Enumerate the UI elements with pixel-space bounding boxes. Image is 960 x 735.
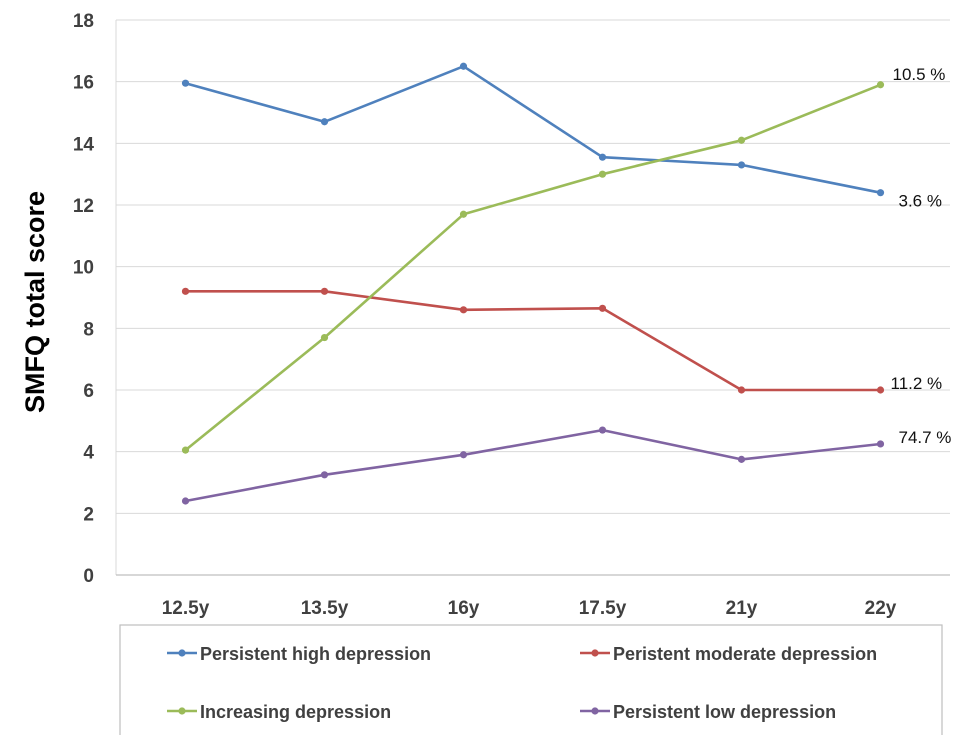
legend-box — [119, 624, 943, 735]
legend-swatch-marker — [591, 649, 599, 657]
data-point — [320, 471, 329, 479]
data-point — [876, 81, 885, 89]
end-label: 11.2 % — [891, 374, 943, 393]
data-point — [876, 189, 885, 197]
legend-label: Persistent low depression — [613, 702, 836, 722]
series-lines — [181, 62, 885, 505]
y-axis-ticks: 0 2 4 6 8 10 12 14 16 18 — [73, 11, 95, 587]
x-tick-label: 13.5y — [301, 598, 349, 619]
y-tick-label: 18 — [73, 11, 94, 32]
series-peristent-moderate-depression — [181, 287, 885, 394]
data-point — [320, 287, 329, 295]
legend-label: Increasing depression — [200, 702, 391, 722]
data-point — [181, 287, 190, 295]
data-point — [876, 386, 885, 394]
y-tick-label: 10 — [73, 258, 94, 279]
data-point — [876, 440, 885, 448]
x-tick-label: 22y — [865, 598, 897, 619]
x-tick-label: 17.5y — [579, 598, 627, 619]
x-tick-label: 16y — [448, 598, 480, 619]
data-point — [459, 451, 468, 459]
series-line — [185, 289, 881, 392]
legend-swatch-marker — [178, 649, 186, 657]
y-tick-label: 8 — [83, 319, 94, 340]
series-increasing-depression — [181, 81, 885, 454]
end-label: 3.6 % — [899, 192, 942, 211]
series-line — [184, 83, 881, 452]
x-tick-label: 12.5y — [162, 598, 210, 619]
data-point — [181, 79, 190, 87]
legend-swatch-marker — [591, 707, 599, 715]
data-point — [737, 455, 746, 463]
data-point — [181, 497, 190, 505]
data-point — [737, 161, 746, 169]
data-point — [459, 210, 468, 218]
data-point — [598, 304, 607, 312]
x-tick-label: 21y — [726, 598, 758, 619]
data-point — [737, 386, 746, 394]
y-tick-label: 16 — [73, 73, 94, 94]
y-tick-label: 0 — [83, 566, 94, 587]
end-labels: 3.6 % 11.2 % 10.5 % 74.7 % — [891, 65, 952, 447]
series-line — [185, 65, 881, 194]
legend-item: Persistent low depression — [580, 702, 836, 722]
data-point — [459, 62, 468, 70]
legend-label: Persistent high depression — [200, 644, 431, 664]
series-persistent-high-depression — [181, 62, 885, 197]
y-tick-label: 6 — [83, 381, 94, 402]
y-tick-label: 2 — [83, 504, 94, 525]
gridlines — [116, 19, 950, 514]
legend-item: Increasing depression — [167, 702, 391, 722]
legend-item: Peristent moderate depression — [580, 644, 877, 664]
end-label: 10.5 % — [893, 65, 946, 84]
series-persistent-low-depression — [181, 426, 885, 505]
legend-swatch-marker — [178, 707, 186, 715]
data-point — [598, 153, 607, 161]
x-axis-ticks: 12.5y 13.5y 16y 17.5y 21y 22y — [162, 598, 897, 619]
legend-item: Persistent high depression — [167, 644, 431, 664]
y-tick-label: 12 — [73, 196, 94, 217]
data-point — [459, 306, 468, 314]
series-line — [185, 428, 881, 503]
data-point — [320, 333, 329, 342]
data-point — [598, 170, 607, 178]
data-point — [598, 426, 607, 434]
data-point — [737, 136, 746, 144]
axes — [115, 20, 950, 576]
data-point — [320, 118, 329, 126]
y-axis-title: SMFQ total score — [20, 191, 50, 413]
y-tick-label: 4 — [83, 443, 94, 464]
data-point — [181, 446, 190, 454]
end-label: 74.7 % — [899, 428, 952, 447]
legend-label: Peristent moderate depression — [613, 644, 877, 664]
legend: Persistent high depression Peristent mode… — [119, 624, 943, 735]
y-tick-label: 14 — [73, 134, 95, 155]
